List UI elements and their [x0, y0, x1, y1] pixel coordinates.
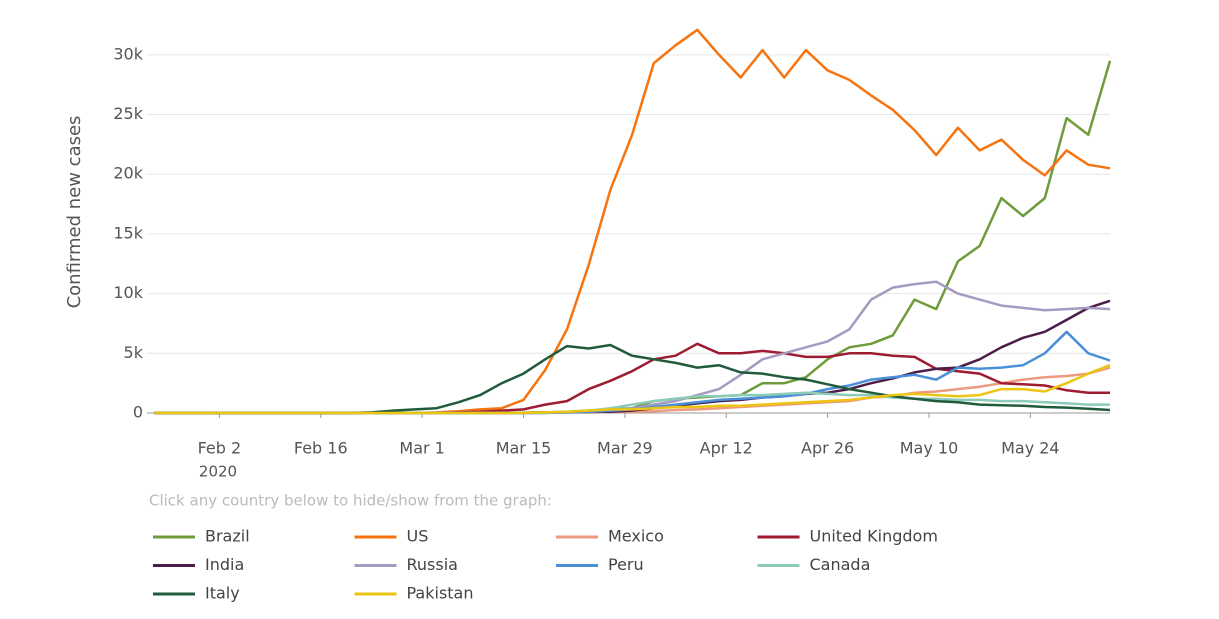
legend-label: US	[407, 527, 429, 546]
legend-label: Peru	[608, 555, 644, 574]
legend-label: Russia	[407, 555, 458, 574]
x-year-label: 2020	[199, 463, 237, 481]
series-line	[154, 343, 1111, 415]
legend-label: Mexico	[608, 527, 664, 546]
x-tick-label: Apr 12	[700, 439, 753, 458]
x-tick-label: Apr 26	[801, 439, 854, 458]
legend-label: Italy	[205, 584, 240, 603]
legend-item[interactable]: Russia	[354, 555, 458, 574]
legend-label: Pakistan	[407, 584, 474, 603]
legend-label: United Kingdom	[810, 527, 938, 546]
y-tick-label: 0	[133, 403, 143, 422]
y-tick-label: 15k	[113, 223, 143, 242]
series-line	[154, 280, 1111, 415]
x-tick-label: Feb 2	[198, 439, 242, 458]
series-line	[154, 366, 1111, 415]
legend-item[interactable]: Italy	[153, 584, 240, 603]
legend-item[interactable]: United Kingdom	[757, 527, 938, 546]
x-tick-label: Mar 29	[597, 439, 653, 458]
legend-item[interactable]: Pakistan	[354, 584, 474, 603]
y-tick-label: 30k	[113, 44, 143, 63]
y-tick-label: 10k	[113, 283, 143, 302]
x-tick-label: Feb 16	[294, 439, 348, 458]
series-line	[154, 60, 1112, 415]
legend-item[interactable]: Canada	[757, 555, 871, 574]
legend-label: Canada	[810, 555, 871, 574]
x-tick-label: May 10	[900, 439, 959, 458]
x-tick-label: May 24	[1001, 439, 1060, 458]
legend-hint: Click any country below to hide/show fro…	[149, 492, 552, 510]
legend-label: India	[205, 555, 244, 574]
legend-label: Brazil	[205, 527, 250, 546]
legend-item[interactable]: US	[354, 527, 429, 546]
x-tick-label: Mar 1	[399, 439, 444, 458]
legend-item[interactable]: India	[153, 555, 244, 574]
legend-item[interactable]: Mexico	[556, 527, 664, 546]
y-tick-label: 25k	[113, 104, 143, 123]
y-tick-label: 20k	[113, 164, 143, 183]
legend-item[interactable]: Brazil	[153, 527, 250, 546]
y-tick-label: 5k	[124, 343, 144, 362]
legend-item[interactable]: Peru	[556, 555, 644, 574]
series-line	[154, 364, 1111, 415]
x-tick-label: Mar 15	[496, 439, 552, 458]
y-axis-label: Confirmed new cases	[64, 116, 85, 309]
